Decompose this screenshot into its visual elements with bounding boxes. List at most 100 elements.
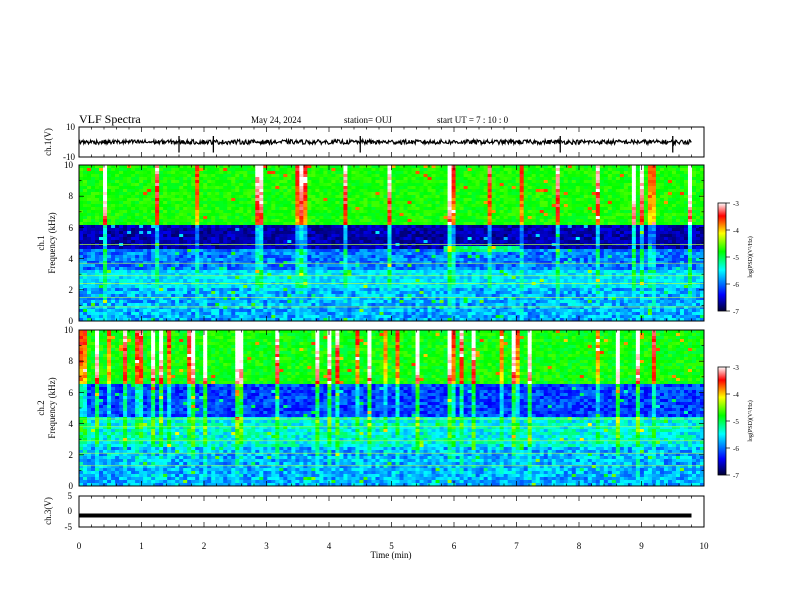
spectrogram-cell <box>91 306 96 310</box>
spectrogram-cell <box>311 237 316 241</box>
spectrogram-cell <box>355 240 360 244</box>
spectrogram-cell <box>239 177 244 181</box>
spectrogram-cell <box>95 264 100 268</box>
spectrogram-cell <box>243 237 248 241</box>
spectrogram-cell <box>235 216 240 220</box>
spectrogram-cell <box>271 240 276 244</box>
spectrogram-cell <box>387 294 392 298</box>
spectrogram-cell <box>199 255 204 259</box>
spectrogram-cell <box>223 219 228 223</box>
spectrogram-cell <box>435 309 440 313</box>
spectrogram-cell <box>423 204 428 208</box>
spectrogram-cell <box>307 210 312 214</box>
spectrogram-cell <box>383 312 388 316</box>
spectrogram-cell <box>139 291 144 295</box>
spectrogram-cell <box>231 165 236 169</box>
spectrogram-cell <box>403 171 408 175</box>
spectrogram-cell <box>83 246 88 250</box>
spectrogram-cell <box>311 177 316 181</box>
spectrogram-cell <box>275 255 280 259</box>
spectrogram-cell <box>111 204 116 208</box>
spectrogram-cell <box>147 201 152 205</box>
spectrogram-cell <box>199 171 204 175</box>
spectrogram-cell <box>95 204 100 208</box>
spectrogram-cell <box>391 168 396 172</box>
spectrogram-cell <box>359 249 364 253</box>
spectrogram-cell <box>95 294 100 298</box>
spectrogram-cell <box>435 222 440 226</box>
spectrogram-cell <box>171 189 176 193</box>
spectrogram-cell <box>127 312 132 316</box>
spectrogram-cell <box>443 192 448 196</box>
spectrogram-cell <box>407 216 412 220</box>
spectrogram-cell <box>303 168 308 172</box>
spectrogram-cell <box>131 204 136 208</box>
spectrogram-cell <box>195 249 200 253</box>
spectrogram-cell <box>259 165 264 169</box>
spectrogram-cell <box>255 192 260 196</box>
spectrogram-cell <box>295 213 300 217</box>
spectrogram-cell <box>251 306 256 310</box>
spectrogram-cell <box>135 294 140 298</box>
spectrogram-cell <box>371 189 376 193</box>
spectrogram-cell <box>311 231 316 235</box>
spectrogram-cell <box>343 273 348 277</box>
spectrogram-cell <box>307 240 312 244</box>
spectrogram-cell <box>343 225 348 229</box>
spectrogram-cell <box>399 276 404 280</box>
spectrogram-cell <box>263 294 268 298</box>
spectrogram-cell <box>195 261 200 265</box>
spectrogram-cell <box>299 264 304 268</box>
spectrogram-cell <box>171 267 176 271</box>
spectrogram-cell <box>387 297 392 301</box>
spectrogram-cell <box>107 300 112 304</box>
spectrogram-cell <box>207 192 212 196</box>
spectrogram-cell <box>447 228 452 232</box>
spectrogram-cell <box>87 222 92 226</box>
spectrogram-cell <box>207 312 212 316</box>
spectrogram-cell <box>383 279 388 283</box>
spectrogram-cell <box>263 219 268 223</box>
spectrogram-cell <box>331 210 336 214</box>
spectrogram-cell <box>327 246 332 250</box>
spectrogram-cell <box>135 303 140 307</box>
spectrogram-cell <box>135 246 140 250</box>
spectrogram-cell <box>391 264 396 268</box>
spectrogram-cell <box>299 240 304 244</box>
spectrogram-cell <box>299 261 304 265</box>
spectrogram-cell <box>327 228 332 232</box>
spectrogram-cell <box>383 210 388 214</box>
spectrogram-cell <box>303 198 308 202</box>
spectrogram-cell <box>343 309 348 313</box>
spectrogram-cell <box>179 276 184 280</box>
spectrogram-cell <box>299 168 304 172</box>
spectrogram-cell <box>119 297 124 301</box>
spectrogram-cell <box>139 192 144 196</box>
spectrogram-cell <box>135 264 140 268</box>
spectrogram-cell <box>375 195 380 199</box>
spectrogram-cell <box>319 255 324 259</box>
spectrogram-cell <box>191 240 196 244</box>
spectrogram-cell <box>283 249 288 253</box>
spectrogram-cell <box>203 225 208 229</box>
spectrogram-cell <box>99 219 104 223</box>
spectrogram-cell <box>215 255 220 259</box>
spectrogram-cell <box>403 228 408 232</box>
spectrogram-cell <box>435 192 440 196</box>
spectrogram-cell <box>271 285 276 289</box>
spectrogram-cell <box>315 309 320 313</box>
spectrogram-cell <box>111 222 116 226</box>
spectrogram-cell <box>111 306 116 310</box>
spectrogram-cell <box>367 270 372 274</box>
spectrogram-cell <box>383 204 388 208</box>
spectrogram-cell <box>167 231 172 235</box>
spectrogram-cell <box>115 195 120 199</box>
spectrogram-cell <box>203 315 208 319</box>
spectrogram-cell <box>391 312 396 316</box>
spectrogram-cell <box>175 219 180 223</box>
spectrogram-cell <box>315 270 320 274</box>
spectrogram-cell <box>187 255 192 259</box>
spectrogram-cell <box>231 315 236 319</box>
spectrogram-cell <box>295 225 300 229</box>
spectrogram-cell <box>359 195 364 199</box>
